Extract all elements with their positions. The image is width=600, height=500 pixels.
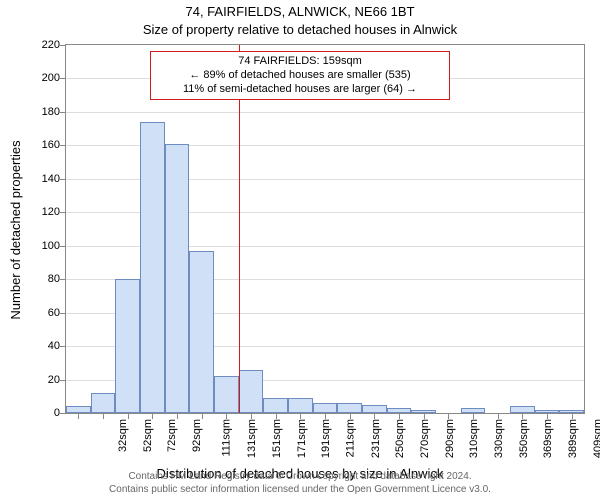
x-tick-mark bbox=[251, 414, 252, 419]
x-tick-label: 290sqm bbox=[444, 419, 456, 458]
x-tick-mark bbox=[547, 414, 548, 419]
x-tick-mark bbox=[226, 414, 227, 419]
histogram-bar bbox=[66, 406, 91, 413]
histogram-bar bbox=[115, 279, 140, 413]
y-tick-label: 40 bbox=[48, 340, 60, 352]
x-tick-label: 151sqm bbox=[271, 419, 283, 458]
histogram-bar bbox=[411, 410, 436, 413]
x-tick-label: 369sqm bbox=[542, 419, 554, 458]
histogram-bar bbox=[510, 406, 535, 413]
x-tick-mark bbox=[498, 414, 499, 419]
x-tick-mark bbox=[152, 414, 153, 419]
x-tick-label: 92sqm bbox=[191, 419, 203, 452]
x-tick-label: 389sqm bbox=[567, 419, 579, 458]
y-tick-label: 100 bbox=[42, 240, 60, 252]
histogram-bar bbox=[165, 144, 190, 413]
y-tick-mark bbox=[60, 145, 65, 146]
histogram-bar bbox=[91, 393, 116, 413]
y-tick-mark bbox=[60, 45, 65, 46]
x-tick-mark bbox=[448, 414, 449, 419]
y-tick-label: 160 bbox=[42, 139, 60, 151]
annotation-line-2: ← 89% of detached houses are smaller (53… bbox=[157, 69, 443, 83]
x-tick-label: 310sqm bbox=[468, 419, 480, 458]
y-tick-label: 60 bbox=[48, 307, 60, 319]
y-tick-mark bbox=[60, 279, 65, 280]
x-tick-label: 270sqm bbox=[419, 419, 431, 458]
plot-area: 74 FAIRFIELDS: 159sqm ← 89% of detached … bbox=[65, 44, 585, 414]
x-tick-label: 211sqm bbox=[344, 419, 356, 457]
y-tick-label: 180 bbox=[42, 106, 60, 118]
histogram-bar bbox=[140, 122, 165, 413]
x-tick-mark bbox=[572, 414, 573, 419]
title-line-2: Size of property relative to detached ho… bbox=[0, 22, 600, 37]
x-tick-mark bbox=[399, 414, 400, 419]
x-tick-label: 171sqm bbox=[296, 419, 308, 458]
x-tick-mark bbox=[350, 414, 351, 419]
x-tick-mark bbox=[276, 414, 277, 419]
x-tick-label: 131sqm bbox=[246, 419, 258, 458]
y-tick-mark bbox=[60, 78, 65, 79]
histogram-bar bbox=[337, 403, 362, 413]
y-tick-label: 20 bbox=[48, 374, 60, 386]
x-tick-label: 231sqm bbox=[370, 419, 382, 458]
y-tick-mark bbox=[60, 179, 65, 180]
y-tick-label: 220 bbox=[42, 39, 60, 51]
y-tick-mark bbox=[60, 246, 65, 247]
x-tick-label: 191sqm bbox=[320, 419, 332, 458]
x-tick-label: 72sqm bbox=[166, 419, 178, 452]
annotation-line-3: 11% of semi-detached houses are larger (… bbox=[157, 83, 443, 97]
footer-attribution: Contains HM Land Registry data © Crown c… bbox=[0, 471, 600, 496]
x-tick-mark bbox=[103, 414, 104, 419]
x-tick-mark bbox=[177, 414, 178, 419]
y-tick-label: 200 bbox=[42, 72, 60, 84]
x-tick-mark bbox=[78, 414, 79, 419]
y-tick-mark bbox=[60, 112, 65, 113]
y-tick-mark bbox=[60, 413, 65, 414]
x-tick-label: 111sqm bbox=[220, 419, 232, 457]
histogram-bar bbox=[189, 251, 214, 413]
footer-line-2: Contains public sector information licen… bbox=[0, 484, 600, 497]
histogram-bar bbox=[535, 410, 560, 413]
y-tick-mark bbox=[60, 313, 65, 314]
y-tick-mark bbox=[60, 380, 65, 381]
x-tick-label: 52sqm bbox=[142, 419, 154, 452]
footer-line-1: Contains HM Land Registry data © Crown c… bbox=[0, 471, 600, 484]
x-tick-mark bbox=[202, 414, 203, 419]
histogram-bar bbox=[362, 405, 387, 413]
x-tick-mark bbox=[424, 414, 425, 419]
x-tick-label: 350sqm bbox=[518, 419, 530, 458]
x-tick-mark bbox=[325, 414, 326, 419]
y-tick-mark bbox=[60, 212, 65, 213]
y-tick-label: 140 bbox=[42, 173, 60, 185]
annotation-line-1: 74 FAIRFIELDS: 159sqm bbox=[157, 55, 443, 69]
histogram-bar bbox=[263, 398, 288, 413]
y-tick-label: 80 bbox=[48, 273, 60, 285]
x-tick-mark bbox=[522, 414, 523, 419]
histogram-bar bbox=[239, 370, 264, 413]
chart-frame: 74, FAIRFIELDS, ALNWICK, NE66 1BT Size o… bbox=[0, 0, 600, 500]
gridline bbox=[66, 112, 584, 113]
x-tick-label: 330sqm bbox=[493, 419, 505, 458]
y-axis-title: Number of detached properties bbox=[8, 140, 23, 319]
histogram-bar bbox=[288, 398, 313, 413]
x-tick-mark bbox=[473, 414, 474, 419]
histogram-bar bbox=[313, 403, 338, 413]
y-tick-label: 120 bbox=[42, 206, 60, 218]
x-tick-label: 409sqm bbox=[592, 419, 600, 458]
histogram-bar bbox=[559, 410, 584, 413]
x-tick-mark bbox=[300, 414, 301, 419]
y-tick-mark bbox=[60, 346, 65, 347]
histogram-bar bbox=[214, 376, 239, 413]
x-tick-label: 32sqm bbox=[117, 419, 129, 452]
x-tick-mark bbox=[374, 414, 375, 419]
x-tick-mark bbox=[128, 414, 129, 419]
histogram-bar bbox=[387, 408, 412, 413]
x-tick-label: 250sqm bbox=[394, 419, 406, 458]
annotation-box: 74 FAIRFIELDS: 159sqm ← 89% of detached … bbox=[150, 51, 450, 100]
histogram-bar bbox=[461, 408, 486, 413]
title-line-1: 74, FAIRFIELDS, ALNWICK, NE66 1BT bbox=[0, 4, 600, 19]
